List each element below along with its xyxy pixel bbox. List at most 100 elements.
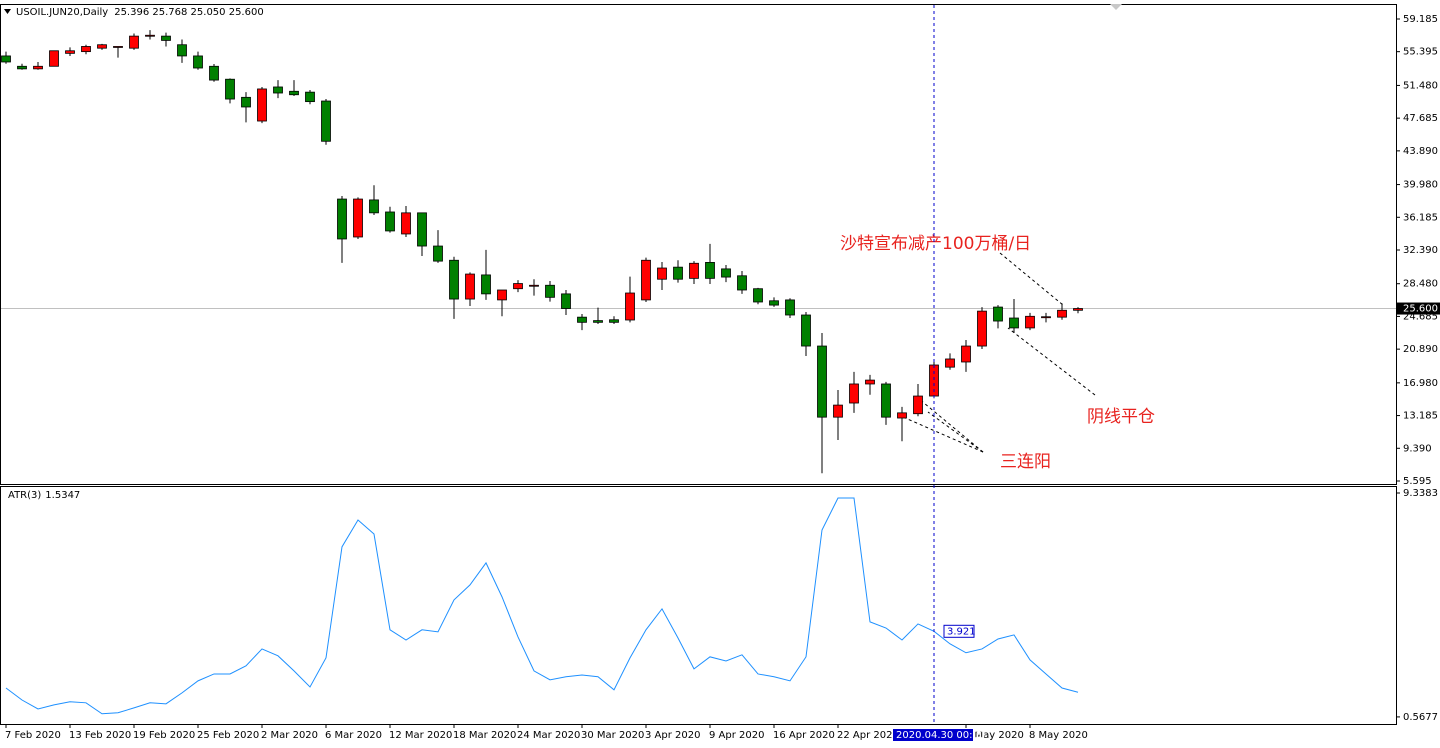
candle-body: [561, 293, 571, 309]
y-tick-label: 47.685: [1403, 113, 1438, 124]
candle-body: [865, 379, 875, 385]
annotation-line: [999, 252, 1064, 306]
candle-body: [449, 259, 459, 300]
candle-body: [625, 292, 635, 321]
x-tick-label: 4 May 2020: [965, 730, 1024, 741]
candle-body: [977, 310, 987, 347]
candle-body: [113, 46, 123, 48]
candle-body: [785, 299, 795, 316]
candle-body: [209, 65, 219, 81]
candle-body: [689, 262, 699, 279]
candle-body: [1, 55, 11, 63]
y-tick-label: 36.185: [1403, 212, 1438, 223]
candle-body: [65, 50, 75, 54]
main-panel: [0, 4, 1397, 485]
candle-body: [385, 211, 395, 232]
x-tick-label: 18 Mar 2020: [453, 730, 516, 741]
candle-body: [721, 268, 731, 278]
annotation-line: [902, 416, 984, 453]
candle-body: [433, 245, 443, 262]
candle-body: [193, 55, 203, 69]
candle-body: [529, 284, 539, 287]
candle-body: [1041, 316, 1051, 319]
y-tick-label: 51.480: [1403, 80, 1438, 91]
crosshair-value-label: 3.921: [947, 626, 976, 637]
candle-body: [273, 86, 283, 94]
candle-body: [545, 284, 555, 298]
y-tick-label: 39.980: [1403, 180, 1438, 191]
y-tick-label: 28.480: [1403, 279, 1438, 290]
menu-arrow[interactable]: [4, 9, 11, 14]
annotation-line: [1007, 327, 1096, 396]
candle-body: [225, 78, 235, 100]
chart-title: USOIL.JUN20,Daily: [16, 7, 108, 18]
candle-body: [129, 35, 139, 49]
annotation-line: [917, 397, 984, 453]
indicator-name: ATR(3): [8, 490, 41, 501]
indicator-panel: [0, 486, 1397, 725]
candle-body: [17, 65, 27, 70]
x-tick-label: 24 Mar 2020: [517, 730, 580, 741]
x-tick-label: 19 Feb 2020: [133, 730, 195, 741]
candle-body: [577, 316, 587, 323]
candle-body: [481, 274, 491, 295]
candle-body: [401, 212, 411, 235]
x-tick-label: 7 Feb 2020: [5, 730, 61, 741]
candle-body: [833, 404, 843, 418]
price-label-box: [1397, 302, 1440, 315]
crosshair-x-label: 2020.04.30 00:00: [896, 730, 985, 741]
x-tick-label: 16 Apr 2020: [773, 730, 835, 741]
indicator-value: 1.5347: [45, 490, 80, 501]
y-tick-label: 20.890: [1403, 344, 1438, 355]
candle-body: [353, 198, 363, 238]
candle-body: [417, 212, 427, 247]
annotation-text: 三连阳: [1000, 452, 1051, 472]
y-tick-label: 55.395: [1403, 47, 1438, 58]
chart-header: USOIL.JUN20,Daily 25.396 25.768 25.050 25…: [16, 7, 264, 18]
crosshair-value-box: [943, 624, 975, 638]
candle-body: [673, 266, 683, 280]
candle-body: [1009, 317, 1019, 329]
candle-body: [753, 288, 763, 303]
x-tick-label: 3 Apr 2020: [645, 730, 700, 741]
candle-body: [961, 345, 971, 363]
candle-body: [737, 275, 747, 291]
x-tick-label: 13 Feb 2020: [69, 730, 131, 741]
candle-body: [593, 320, 603, 323]
candle-body: [97, 44, 107, 49]
candle-body: [305, 91, 315, 103]
candle-body: [321, 100, 331, 142]
candle-body: [849, 383, 859, 404]
y-tick-label: 0.5677: [1403, 712, 1438, 723]
candle-body: [1025, 315, 1035, 329]
candle-body: [641, 259, 651, 301]
x-tick-label: 9 Apr 2020: [709, 730, 764, 741]
candle-body: [177, 44, 187, 57]
crosshair-x-box: [893, 729, 973, 741]
y-tick-label: 9.3383: [1403, 488, 1438, 499]
candle-body: [817, 345, 827, 418]
annotation-line: [927, 411, 984, 453]
candle-body: [897, 412, 907, 419]
indicator-line: [5, 497, 1079, 715]
indicator-header: ATR(3) 1.5347: [8, 490, 80, 501]
x-tick-label: 22 Apr 2020: [837, 730, 899, 741]
candle-body: [801, 314, 811, 347]
candle-body: [769, 300, 779, 306]
candle-body: [497, 289, 507, 301]
candle-body: [49, 50, 59, 67]
y-tick-label: 43.890: [1403, 146, 1438, 157]
y-tick-label: 16.980: [1403, 378, 1438, 389]
x-tick-label: 6 Mar 2020: [325, 730, 382, 741]
candle-body: [1057, 309, 1067, 318]
y-tick-label: 13.185: [1403, 411, 1438, 422]
x-tick-label: 2 Mar 2020: [261, 730, 318, 741]
candle-body: [257, 88, 267, 122]
x-tick-label: 25 Feb 2020: [197, 730, 259, 741]
candle-body: [81, 46, 91, 53]
candle-body: [705, 262, 715, 279]
shift-marker[interactable]: [1110, 4, 1122, 10]
